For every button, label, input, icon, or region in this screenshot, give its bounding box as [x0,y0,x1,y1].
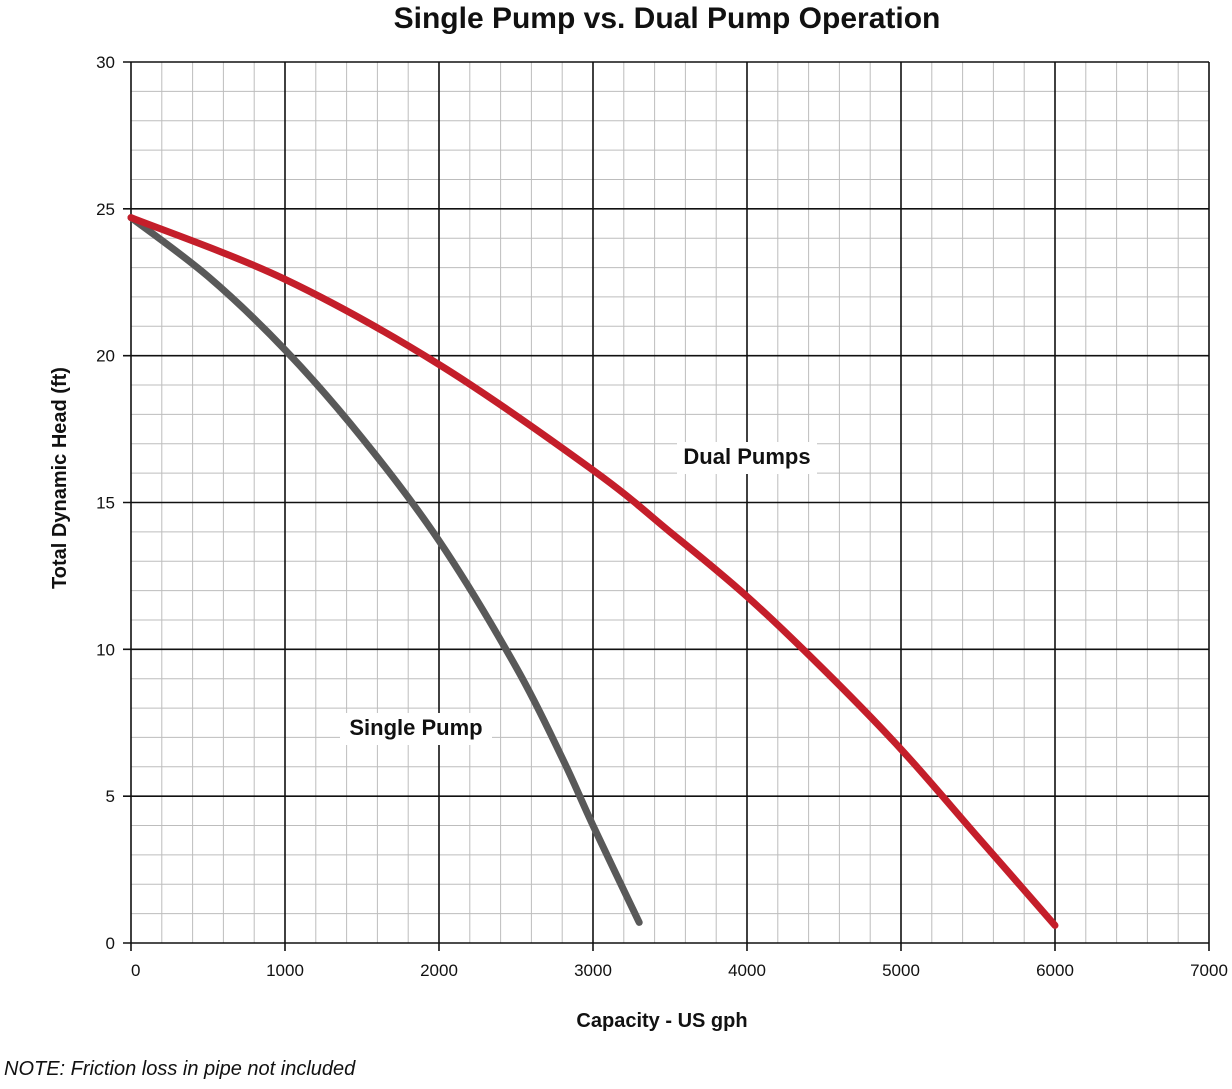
y-tick-label: 20 [96,347,115,366]
y-tick-label: 0 [106,934,115,953]
series-lines [127,214,1059,929]
x-axis-ticks: 0 1000 2000 3000 4000 5000 6000 7000 [131,961,1228,980]
y-tick-label: 15 [96,494,115,513]
footnote: NOTE: Friction loss in pipe not included [4,1058,356,1080]
dual-pumps-label: Dual Pumps [683,444,810,469]
y-tick-label: 5 [106,787,115,806]
x-tick-label: 5000 [882,961,920,980]
chart-title: Single Pump vs. Dual Pump Operation [394,2,941,35]
dual-pumps-label-bg [677,442,817,474]
x-tick-label: 6000 [1036,961,1074,980]
x-axis-label: Capacity - US gph [576,1010,747,1032]
series-labels: Single Pump Dual Pumps [340,442,817,745]
x-tick-label: 0 [131,961,140,980]
y-axis-label: Total Dynamic Head (ft) [49,367,71,589]
single-pump-label: Single Pump [349,715,482,740]
y-axis-ticks: 0 5 10 15 20 25 30 [96,53,115,953]
x-tick-label: 4000 [728,961,766,980]
y-tick-label: 10 [96,640,115,659]
y-tick-label: 30 [96,53,115,72]
single-pump-label-bg [340,713,492,745]
single-pump-curve [127,214,643,926]
x-tick-label: 1000 [266,961,304,980]
dual-pumps-curve [127,214,1059,929]
x-tick-label: 2000 [420,961,458,980]
x-tick-label: 7000 [1190,961,1228,980]
major-grid [123,61,1210,951]
y-tick-label: 25 [96,200,115,219]
x-tick-label: 3000 [574,961,612,980]
